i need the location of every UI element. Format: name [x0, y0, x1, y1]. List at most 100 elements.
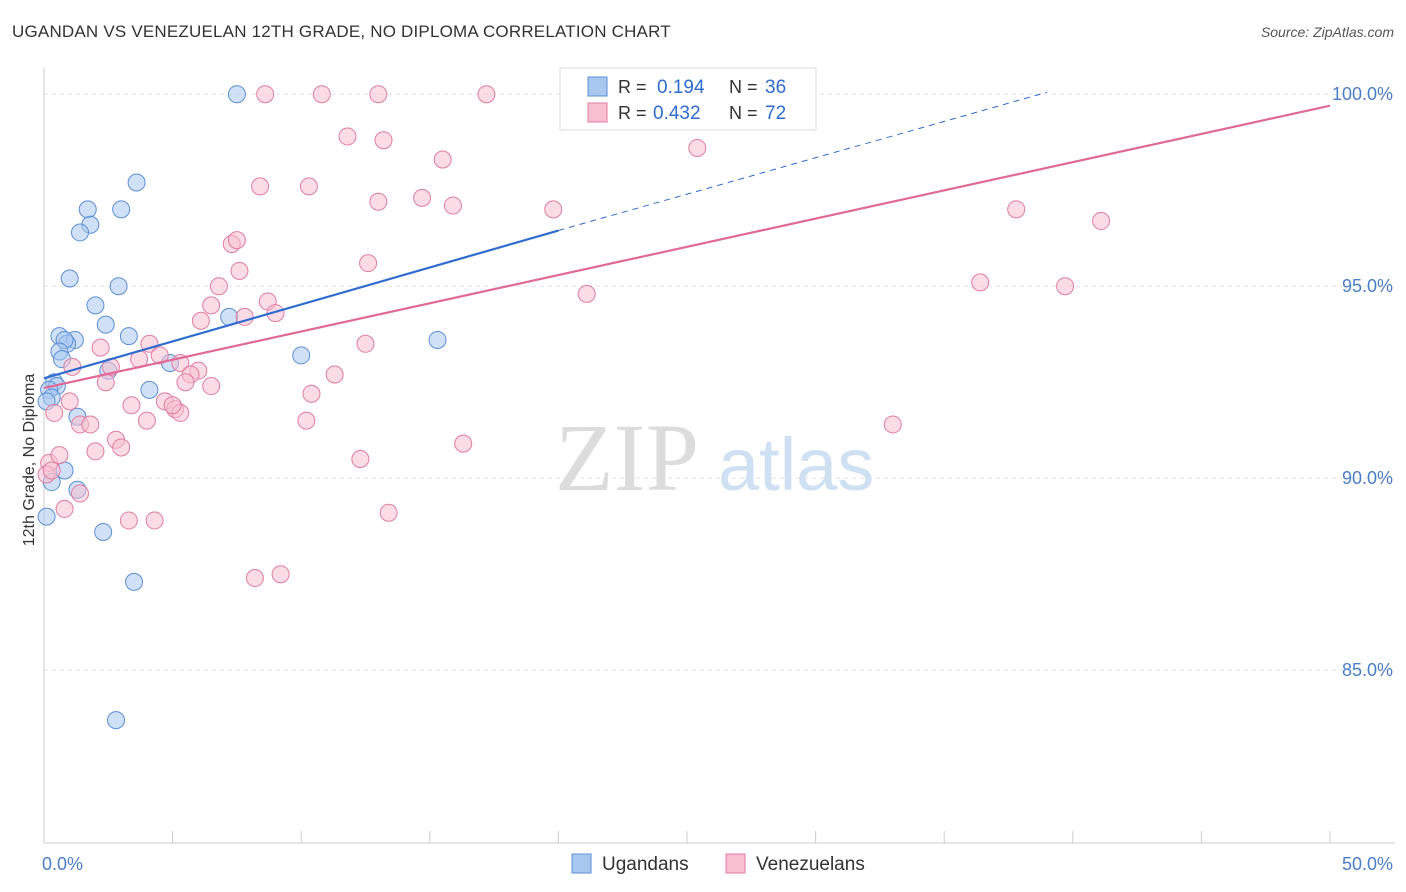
point-venezuelans: [119, 511, 138, 530]
point-venezuelans: [433, 150, 452, 169]
point-venezuelans: [45, 403, 64, 422]
point-ugandans: [94, 522, 113, 541]
trend-line-ugandans: [43, 229, 559, 380]
point-venezuelans: [454, 434, 473, 453]
point-ugandans: [125, 572, 144, 591]
watermark: ZIP atlas: [555, 404, 874, 511]
point-venezuelans: [209, 277, 228, 296]
point-venezuelans: [688, 138, 707, 157]
point-venezuelans: [338, 127, 357, 146]
point-ugandans: [71, 223, 90, 242]
point-ugandans: [140, 380, 159, 399]
tick-labels: 100.0% 95.0% 90.0% 85.0% 0.0% 50.0%: [42, 84, 1393, 874]
point-venezuelans: [71, 484, 90, 503]
point-ugandans: [428, 330, 447, 349]
point-venezuelans: [91, 338, 110, 357]
legend-r-label-2: R =: [618, 103, 647, 123]
watermark-atlas: atlas: [718, 423, 874, 506]
point-venezuelans: [302, 384, 321, 403]
legend-swatch-ugandans: [587, 76, 608, 97]
point-venezuelans: [112, 438, 131, 457]
legend-swatch-venezuelans: [587, 102, 608, 123]
point-venezuelans: [86, 442, 105, 461]
point-venezuelans: [544, 200, 563, 219]
series-legend: Ugandans Venezuelans: [571, 853, 865, 875]
series-label-ugandans: Ugandans: [602, 854, 689, 875]
watermark-zip: ZIP: [555, 404, 699, 511]
point-ugandans: [107, 711, 126, 730]
gridlines: [44, 93, 1390, 671]
point-venezuelans: [297, 411, 316, 430]
trend-line-venezuelans: [43, 104, 1331, 390]
point-venezuelans: [245, 569, 264, 588]
point-venezuelans: [55, 499, 74, 518]
legend-r-value-2: 0.432: [653, 103, 701, 124]
legend-n-label-1: N =: [729, 77, 758, 97]
point-venezuelans: [191, 311, 210, 330]
point-venezuelans: [413, 188, 432, 207]
legend-r-label-1: R =: [618, 77, 647, 97]
point-venezuelans: [176, 373, 195, 392]
point-venezuelans: [359, 254, 378, 273]
x-tick-label: 0.0%: [42, 854, 83, 874]
point-venezuelans: [227, 231, 246, 250]
point-venezuelans: [202, 377, 221, 396]
y-tick-label: 95.0%: [1342, 276, 1393, 296]
point-venezuelans: [577, 284, 596, 303]
point-venezuelans: [325, 365, 344, 384]
point-venezuelans: [299, 177, 318, 196]
chart-title: UGANDAN VS VENEZUELAN 12TH GRADE, NO DIP…: [12, 22, 671, 41]
legend-n-label-2: N =: [729, 103, 758, 123]
point-venezuelans: [50, 446, 69, 465]
series-swatch-ugandans: [571, 853, 592, 874]
legend-r-value-1: 0.194: [657, 77, 705, 98]
point-venezuelans: [122, 396, 141, 415]
point-venezuelans: [1092, 211, 1111, 230]
point-venezuelans: [140, 334, 159, 353]
point-venezuelans: [42, 461, 61, 480]
point-venezuelans: [202, 296, 221, 315]
point-venezuelans: [150, 346, 169, 365]
point-venezuelans: [369, 192, 388, 211]
point-venezuelans: [971, 273, 990, 292]
series-swatch-venezuelans: [725, 853, 746, 874]
trend-line-ugandans-extension: [558, 91, 1048, 232]
point-venezuelans: [256, 85, 275, 104]
point-venezuelans: [163, 396, 182, 415]
point-venezuelans: [271, 565, 290, 584]
point-ugandans: [109, 277, 128, 296]
point-ugandans: [119, 327, 138, 346]
series-label-venezuelans: Venezuelans: [756, 854, 865, 875]
x-tick-label: 50.0%: [1342, 854, 1393, 874]
point-venezuelans: [137, 411, 156, 430]
point-venezuelans: [1007, 200, 1026, 219]
legend-box: R = 0.194 N = 36 R = 0.432 N = 72: [559, 67, 817, 131]
point-venezuelans: [379, 503, 398, 522]
point-venezuelans: [356, 334, 375, 353]
point-venezuelans: [443, 196, 462, 215]
point-ugandans: [78, 200, 97, 219]
point-venezuelans: [266, 304, 285, 323]
legend-n-value-1: 36: [765, 77, 786, 98]
point-ugandans: [227, 85, 246, 104]
point-ugandans: [96, 315, 115, 334]
point-venezuelans: [230, 261, 249, 280]
chart-source: Source: ZipAtlas.com: [1260, 24, 1394, 40]
point-venezuelans: [60, 392, 79, 411]
point-venezuelans: [351, 450, 370, 468]
y-tick-label: 85.0%: [1342, 660, 1393, 680]
data-points: [37, 85, 1111, 730]
point-ugandans: [37, 507, 56, 526]
point-venezuelans: [374, 131, 393, 150]
point-venezuelans: [251, 177, 270, 196]
point-venezuelans: [1056, 277, 1075, 296]
point-venezuelans: [883, 415, 902, 434]
point-venezuelans: [145, 511, 164, 530]
point-ugandans: [112, 200, 131, 219]
y-tick-label: 100.0%: [1332, 84, 1393, 104]
y-tick-label: 90.0%: [1342, 468, 1393, 488]
point-venezuelans: [81, 415, 100, 434]
y-axis-label: 12th Grade, No Diploma: [21, 374, 38, 547]
point-ugandans: [60, 269, 79, 288]
point-ugandans: [127, 173, 146, 192]
